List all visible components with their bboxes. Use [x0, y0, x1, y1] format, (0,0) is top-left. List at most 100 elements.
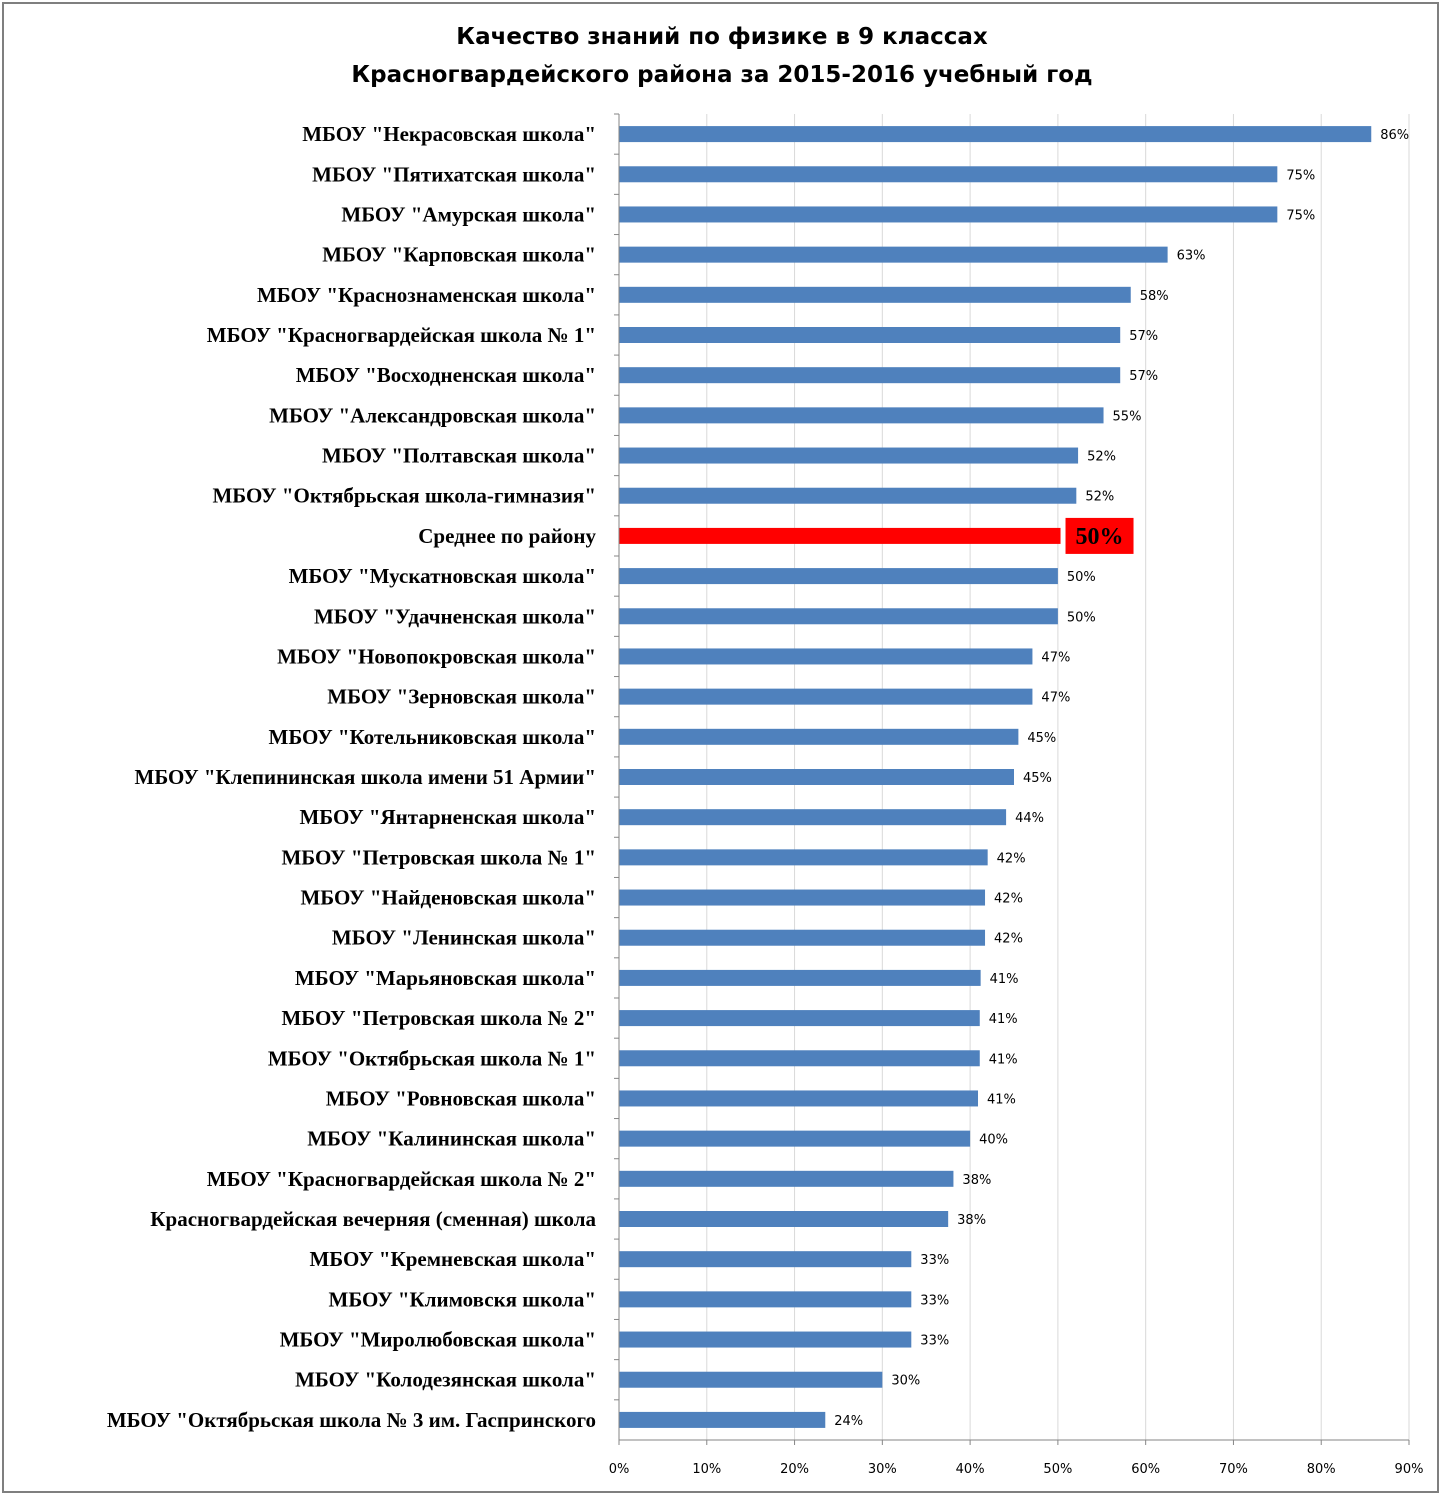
value-label: 42%	[994, 892, 1023, 907]
category-label: МБОУ "Найденовская школа"	[300, 886, 596, 910]
category-label: МБОУ "Колодезянская школа"	[295, 1368, 596, 1392]
bar	[619, 246, 1168, 263]
bar	[619, 1050, 980, 1067]
bar	[619, 1251, 912, 1268]
x-tick-label: 90%	[1395, 1462, 1424, 1477]
bars: МБОУ "Некрасовская школа" 86% МБОУ "Пятиха…	[107, 122, 1409, 1432]
x-tick-label: 50%	[1043, 1462, 1072, 1477]
category-label: МБОУ "Октябрьская школа № 1"	[268, 1046, 596, 1070]
chart-title-line-1: Качество знаний по физике в 9 классах	[456, 24, 988, 50]
value-label: 44%	[1015, 811, 1044, 826]
category-label: МБОУ "Удачненская школа"	[314, 604, 596, 628]
bar	[619, 447, 1079, 464]
category-label: МБОУ "Амурская школа"	[341, 202, 596, 226]
category-label: МБОУ "Петровская школа № 2"	[281, 1006, 596, 1030]
value-label: 24%	[834, 1414, 863, 1429]
bar	[619, 648, 1033, 665]
value-label: 33%	[920, 1293, 949, 1308]
value-label: 38%	[957, 1213, 986, 1228]
bar	[619, 286, 1131, 303]
bar	[619, 1010, 980, 1027]
value-label: 41%	[987, 1092, 1016, 1107]
category-label: МБОУ "Карповская школа"	[322, 243, 596, 267]
category-label: МБОУ "Восходненская школа"	[296, 363, 596, 387]
category-label: Красногвардейская вечерняя (сменная) шко…	[150, 1207, 596, 1231]
value-label: 57%	[1129, 369, 1158, 384]
average-bar	[619, 527, 1061, 544]
x-tick-label: 30%	[868, 1462, 897, 1477]
bar	[619, 849, 988, 866]
value-label: 58%	[1140, 289, 1169, 304]
value-label: 30%	[891, 1374, 920, 1389]
bar	[619, 1331, 912, 1348]
category-label: МБОУ "Некрасовская школа"	[302, 122, 596, 146]
x-tick-label: 60%	[1131, 1462, 1160, 1477]
bar	[619, 367, 1121, 384]
bar	[619, 1411, 826, 1428]
category-label: МБОУ "Клепининская школа имени 51 Армии"	[135, 765, 597, 789]
value-label: 57%	[1129, 329, 1158, 344]
category-label: МБОУ "Янтарненская школа"	[299, 805, 596, 829]
x-tick-label: 20%	[780, 1462, 809, 1477]
value-label: 50%	[1067, 570, 1096, 585]
bar	[619, 769, 1014, 785]
value-label: 55%	[1113, 409, 1142, 424]
category-label: МБОУ "Полтавская школа"	[322, 444, 596, 468]
bar	[619, 728, 1019, 745]
bar	[619, 568, 1058, 585]
bar	[619, 487, 1077, 504]
value-label: 38%	[962, 1173, 991, 1188]
bar	[619, 688, 1033, 705]
value-label: 42%	[994, 932, 1023, 947]
x-tick-label: 70%	[1219, 1462, 1248, 1477]
category-label: МБОУ "Зерновская школа"	[327, 685, 596, 709]
category-label: МБОУ "Петровская школа № 1"	[281, 845, 596, 869]
value-label: 47%	[1041, 691, 1070, 706]
category-label: МБОУ "Марьяновская школа"	[295, 966, 596, 990]
value-label: 42%	[997, 851, 1026, 866]
value-label: 75%	[1286, 168, 1315, 183]
category-label: МБОУ "Красногвардейская школа № 1"	[207, 323, 596, 347]
bar	[619, 1291, 912, 1308]
bar	[619, 407, 1104, 424]
bar	[619, 327, 1121, 343]
value-label: 50%	[1067, 610, 1096, 625]
value-label: 33%	[920, 1253, 949, 1268]
bar	[619, 206, 1278, 223]
value-label: 45%	[1027, 731, 1056, 746]
bar	[619, 126, 1372, 143]
bar	[619, 969, 981, 986]
bar	[619, 1371, 883, 1388]
category-label: МБОУ "Октябрьская школа-гимназия"	[212, 484, 596, 508]
x-tick-label: 40%	[956, 1462, 985, 1477]
value-label: 41%	[989, 1012, 1018, 1027]
category-label: МБОУ "Октябрьская школа № 3 им. Гаспринс…	[107, 1408, 596, 1432]
value-label: 47%	[1041, 650, 1070, 665]
category-label: Среднее по району	[418, 524, 596, 548]
bar	[619, 889, 986, 906]
category-label: МБОУ "Ровновская школа"	[326, 1086, 596, 1110]
x-axis: 0% 10% 20% 30% 40% 50% 60% 70% 80% 90%	[609, 113, 1424, 1477]
average-value-box	[1065, 517, 1134, 554]
bar	[619, 809, 1007, 826]
category-label: МБОУ "Краснознаменская школа"	[257, 283, 596, 307]
bar	[619, 1211, 949, 1227]
value-label: 40%	[979, 1133, 1008, 1148]
x-tick-label: 10%	[692, 1462, 721, 1477]
average-value-label: 50%	[1076, 524, 1124, 550]
bar	[619, 1090, 979, 1107]
category-label: МБОУ "Миролюбовская школа"	[280, 1328, 596, 1352]
value-label: 75%	[1286, 208, 1315, 223]
x-tick-label: 80%	[1307, 1462, 1336, 1477]
category-label: МБОУ "Ленинская школа"	[332, 926, 596, 950]
category-label: МБОУ "Кремневская школа"	[309, 1247, 596, 1271]
value-label: 41%	[989, 1052, 1018, 1067]
category-label: МБОУ "Калининская школа"	[307, 1127, 596, 1151]
value-label: 52%	[1087, 450, 1116, 465]
category-label: МБОУ "Климовскя школа"	[329, 1287, 597, 1311]
category-label: МБОУ "Котельниковская школа"	[269, 725, 597, 749]
value-label: 86%	[1380, 128, 1409, 143]
bar	[619, 608, 1058, 625]
chart-title-line-2: Красногвардейского района за 2015-2016 у…	[351, 62, 1092, 88]
